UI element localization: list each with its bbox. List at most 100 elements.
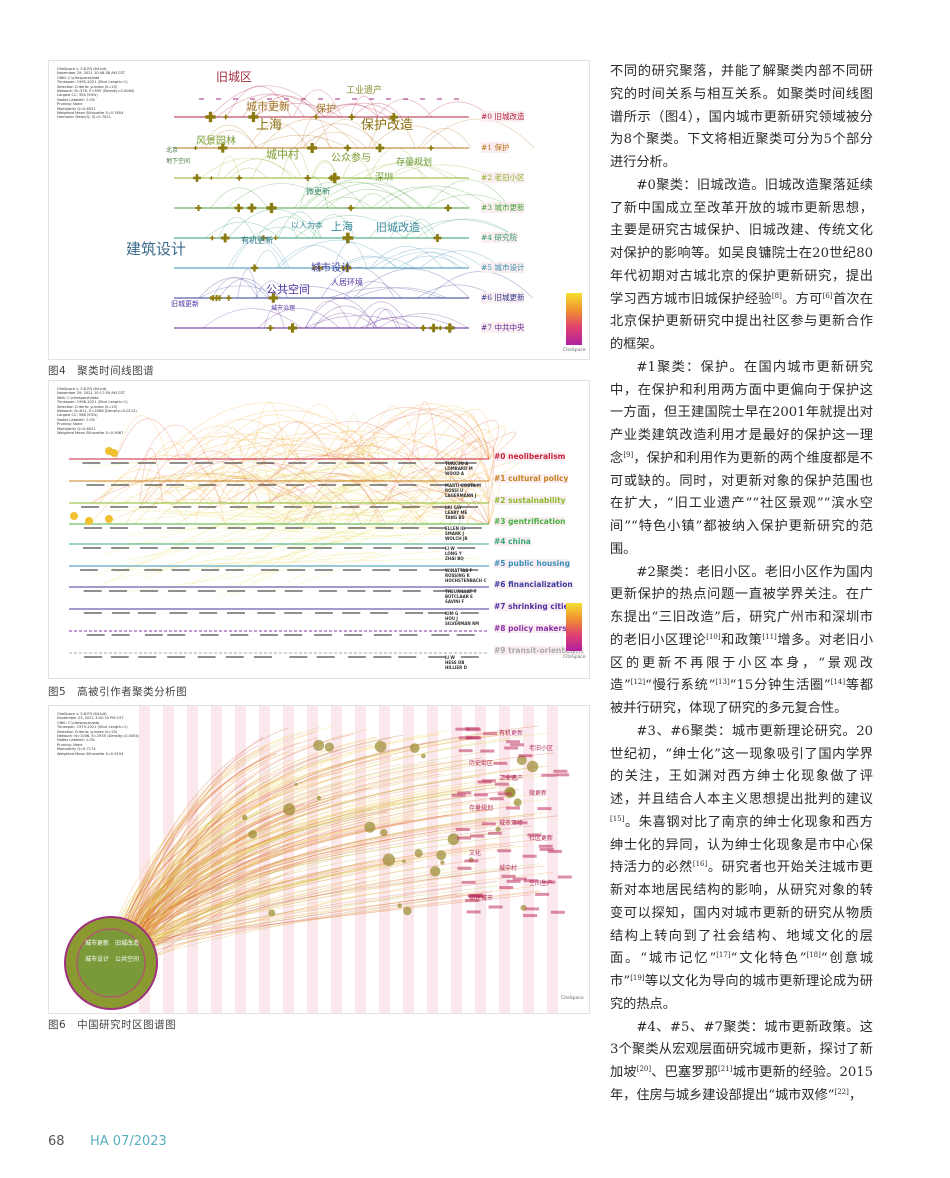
article-body-column: 不同的研究聚落，并能了解聚类内部不同研究的时间关系与相互关系。如聚类时间线图谱所… [610, 61, 873, 1108]
keyword-node [269, 324, 272, 332]
keyword-label: 老旧小区 [529, 745, 554, 752]
keyword-node [346, 232, 350, 244]
citation-arc [460, 413, 483, 460]
citation-arc [338, 432, 490, 460]
author-name-mark [313, 506, 332, 508]
co-citation-link [204, 551, 376, 561]
keyword-text-mark [464, 859, 479, 863]
author-label: WINATTAS F [445, 568, 473, 573]
citation-link [123, 750, 490, 970]
keyword-node [210, 176, 212, 180]
keyword-node [436, 850, 447, 861]
citation-arc [330, 407, 483, 460]
author-label: SILVERMAN RM [445, 621, 480, 626]
color-scale-legend [566, 293, 582, 345]
citation-link [115, 730, 302, 958]
citation-arc [347, 489, 490, 525]
citation-ref: [17] [716, 951, 731, 960]
citation-arc [219, 278, 271, 299]
keyword-node [316, 795, 322, 801]
author-name-mark [138, 656, 157, 658]
cluster-label-7: #7 shrinking cities [494, 602, 574, 611]
citation-arc [213, 414, 336, 460]
time-slice-stripe [451, 706, 462, 1013]
citation-link [125, 765, 549, 948]
keyword-text-mark [467, 894, 482, 898]
citespace-logo: CiteSpace [563, 348, 586, 353]
keyword-label: 社区更新 [529, 835, 554, 842]
citation-arc [333, 413, 490, 460]
author-name-mark [428, 547, 447, 549]
author-name-mark [225, 656, 244, 658]
keyword-node [345, 263, 349, 273]
keyword-text-mark [455, 727, 470, 731]
author-name-mark [224, 462, 243, 464]
citation-ref: [22] [834, 1087, 849, 1096]
citation-link [119, 776, 474, 950]
author-name-mark [398, 484, 417, 486]
citation-link [133, 798, 376, 953]
keyword-node [364, 821, 376, 833]
author-label: HOCHSTENBACH C [445, 578, 487, 583]
citation-arc [198, 277, 269, 299]
citation-arc [267, 478, 396, 504]
keyword-text-mark [466, 910, 481, 914]
citation-arc [281, 148, 310, 179]
keyword-node [402, 859, 406, 864]
paragraph-text: ， [848, 1087, 863, 1103]
citation-arc [419, 250, 502, 269]
citation-link [112, 726, 321, 961]
author-name-mark [373, 634, 392, 636]
keyword-node [283, 803, 296, 816]
citation-arc [204, 130, 258, 149]
author-name-mark [429, 569, 448, 571]
paragraph-text: 、巴塞罗那 [651, 1065, 719, 1080]
citation-arc [427, 271, 533, 299]
keyword-text-mark [547, 849, 562, 853]
cluster-label-3: #3 城市更新 [481, 202, 525, 213]
author-name-mark [287, 547, 306, 549]
author-label: HOU J [445, 616, 458, 621]
co-citation-link [191, 526, 386, 585]
time-slice-stripe [163, 706, 174, 1013]
cluster-label-6: #6 旧城更新 [481, 292, 525, 303]
citation-arc [293, 123, 383, 149]
citation-arc [125, 498, 189, 525]
author-name-mark [226, 612, 245, 614]
paragraph-text: “15分钟生活圈” [729, 678, 831, 694]
citespace-logo: CiteSpace [563, 655, 586, 660]
citation-arc [180, 409, 391, 460]
author-name-mark [457, 547, 476, 549]
citation-arc [355, 287, 447, 299]
citation-link [127, 757, 339, 948]
keyword-label: 建筑设计 [126, 240, 187, 258]
citation-link [115, 733, 509, 967]
keyword-node [346, 144, 349, 152]
citation-arc [449, 425, 506, 460]
citation-arc [247, 432, 376, 460]
keyword-node [306, 174, 309, 182]
author-name-mark [288, 462, 307, 464]
citation-link [132, 736, 264, 956]
author-name-mark [139, 547, 158, 549]
keyword-text-mark [555, 773, 570, 777]
keyword-label: 城中村 [499, 865, 518, 872]
author-name-mark [404, 547, 423, 549]
co-citation-link [105, 510, 462, 518]
author-name-mark [169, 612, 188, 614]
author-name-mark [254, 547, 273, 549]
citation-arc [403, 252, 459, 269]
author-name-mark [170, 547, 189, 549]
cluster-label-2: #2 老旧小区 [481, 172, 525, 183]
keyword-node [520, 904, 527, 911]
keyword-node [208, 111, 213, 123]
author-name-mark [144, 484, 163, 486]
author-name-mark [258, 484, 277, 486]
author-name-mark [230, 634, 249, 636]
citation-arc [423, 408, 490, 460]
keyword-label: 旧城改造 [376, 221, 420, 234]
citation-arc [371, 186, 471, 209]
cluster-label-0: #0 neoliberalism [494, 452, 566, 461]
citation-link [123, 819, 505, 952]
citation-arc [387, 445, 464, 504]
